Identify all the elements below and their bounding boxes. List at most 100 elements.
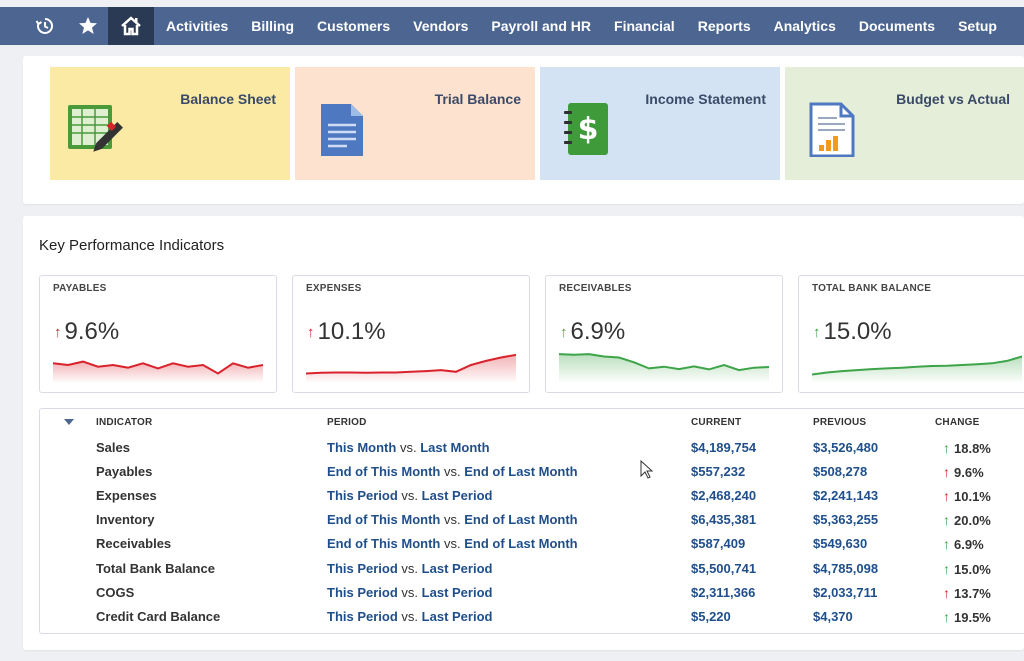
col-header-previous[interactable]: PREVIOUS [813, 417, 867, 428]
table-row[interactable]: COGS This Period vs. Last Period $2,311,36… [40, 585, 1024, 609]
period-vs: vs. [401, 584, 419, 600]
col-header-change[interactable]: CHANGE [935, 417, 980, 428]
kpi-tile-receivables[interactable]: RECEIVABLES ↑ 6.9% [545, 275, 783, 393]
period-from-link[interactable]: End of This Month [327, 464, 441, 480]
row-current-value[interactable]: $2,468,240 [691, 488, 757, 504]
nav-vendors[interactable]: Vendors [413, 18, 469, 34]
row-current-value[interactable]: $5,220 [691, 608, 731, 624]
history-icon[interactable] [22, 7, 68, 45]
period-from-link[interactable]: End of This Month [327, 536, 441, 552]
kpi-tile-label: TOTAL BANK BALANCE [812, 283, 932, 294]
home-icon[interactable] [108, 7, 154, 45]
row-period: This Month vs. Last Month [327, 440, 490, 455]
nav-reports[interactable]: Reports [697, 18, 751, 34]
period-from-link[interactable]: This Period [327, 488, 398, 504]
period-from-link[interactable]: End of This Month [327, 512, 441, 528]
row-change-percent: 18.8% [954, 441, 991, 456]
kpi-tile-value: ↑ 6.9% [560, 318, 625, 346]
report-title-budget-vs-actual[interactable]: Budget vs Actual [896, 91, 1010, 107]
period-vs: vs. [444, 536, 461, 552]
row-previous-value[interactable]: $4,785,098 [813, 560, 879, 576]
sparkline-line [306, 353, 516, 375]
arrow-up-icon: ↑ [943, 512, 950, 529]
kpi-tile-value: ↑ 9.6% [54, 318, 119, 346]
col-header-period[interactable]: PERIOD [327, 417, 367, 428]
row-current-value[interactable]: $557,232 [691, 464, 746, 480]
nav-activities[interactable]: Activities [166, 18, 229, 34]
period-to-link[interactable]: End of Last Month [464, 512, 578, 528]
period-vs: vs. [444, 512, 461, 528]
arrow-up-icon: ↑ [943, 464, 950, 481]
row-previous-value[interactable]: $4,370 [813, 608, 853, 624]
row-period: End of This Month vs. End of Last Month [327, 512, 578, 527]
row-change-percent: 20.0% [954, 513, 991, 529]
document-icon [321, 101, 365, 162]
kpi-panel: Key Performance Indicators PAYABLES ↑ 9.6… [23, 216, 1024, 650]
nav-payroll-and-hr[interactable]: Payroll and HR [491, 18, 592, 34]
row-current-value[interactable]: $2,311,366 [691, 584, 756, 600]
star-icon[interactable] [68, 7, 108, 45]
table-row[interactable]: Expenses This Period vs. Last Period $2,46… [40, 488, 1024, 512]
period-from-link[interactable]: This Month [327, 440, 397, 455]
kpi-tile-label: RECEIVABLES [559, 283, 632, 294]
period-from-link[interactable]: This Period [327, 608, 398, 624]
report-title-trial-balance[interactable]: Trial Balance [434, 91, 521, 107]
row-period: This Period vs. Last Period [327, 488, 492, 503]
row-indicator: Inventory [96, 512, 155, 528]
report-card-income-statement[interactable]: $ Income Statement [540, 67, 780, 180]
table-row[interactable]: Total Bank Balance This Period vs. Last P… [40, 561, 1024, 585]
row-current-value[interactable]: $4,189,754 [691, 440, 757, 455]
arrow-up-icon: ↑ [560, 323, 568, 341]
period-vs: vs. [401, 488, 419, 504]
row-change: ↑ 19.5% [943, 609, 991, 625]
period-to-link[interactable]: Last Month [420, 440, 490, 455]
period-to-link[interactable]: Last Period [421, 560, 493, 576]
sparkline-expenses [306, 353, 516, 382]
table-row[interactable]: Inventory End of This Month vs. End of La… [40, 512, 1024, 536]
table-row[interactable]: Receivables End of This Month vs. End of … [40, 536, 1024, 560]
row-current-value[interactable]: $5,500,741 [691, 560, 757, 576]
nav-analytics[interactable]: Analytics [773, 18, 836, 34]
period-to-link[interactable]: Last Period [421, 584, 493, 600]
row-previous-value[interactable]: $3,526,480 [813, 440, 879, 455]
row-current-value[interactable]: $587,409 [691, 536, 746, 552]
sparkline-area [306, 354, 516, 382]
kpi-tile-value: ↑ 10.1% [307, 318, 386, 346]
arrow-up-icon: ↑ [943, 584, 950, 601]
period-to-link[interactable]: Last Period [421, 608, 493, 624]
period-from-link[interactable]: This Period [327, 584, 398, 600]
kpi-tile-total-bank-balance[interactable]: TOTAL BANK BALANCE ↑ 15.0% [798, 275, 1024, 393]
table-row[interactable]: Sales This Month vs. Last Month $4,189,754… [40, 440, 1024, 464]
report-card-trial-balance[interactable]: Trial Balance [295, 67, 535, 180]
table-row[interactable]: Payables End of This Month vs. End of Las… [40, 464, 1024, 488]
row-previous-value[interactable]: $2,241,143 [813, 488, 879, 504]
nav-financial[interactable]: Financial [614, 18, 675, 34]
report-title-balance-sheet[interactable]: Balance Sheet [180, 91, 276, 107]
period-vs: vs. [401, 560, 419, 576]
period-from-link[interactable]: This Period [327, 560, 398, 576]
col-header-indicator[interactable]: INDICATOR [96, 417, 153, 428]
period-to-link[interactable]: End of Last Month [464, 464, 578, 480]
period-to-link[interactable]: End of Last Month [464, 536, 578, 552]
nav-documents[interactable]: Documents [858, 18, 936, 34]
row-current-value[interactable]: $6,435,381 [691, 512, 757, 528]
nav-billing[interactable]: Billing [251, 18, 295, 34]
report-card-budget-vs-actual[interactable]: Budget vs Actual [785, 67, 1024, 180]
table-row[interactable]: Credit Card Balance This Period vs. Last … [40, 609, 1024, 633]
nav-setup[interactable]: Setup [958, 18, 997, 34]
row-previous-value[interactable]: $508,278 [813, 464, 868, 480]
row-indicator: COGS [96, 584, 135, 600]
kpi-tile-expenses[interactable]: EXPENSES ↑ 10.1% [292, 275, 530, 393]
row-change-percent: 13.7% [954, 585, 991, 601]
nav-customers[interactable]: Customers [317, 18, 391, 34]
kpi-tile-payables[interactable]: PAYABLES ↑ 9.6% [39, 275, 277, 393]
row-previous-value[interactable]: $549,630 [813, 536, 868, 552]
row-period: End of This Month vs. End of Last Month [327, 536, 578, 551]
row-previous-value[interactable]: $5,363,255 [813, 512, 879, 528]
report-card-balance-sheet[interactable]: Balance Sheet [50, 67, 290, 180]
report-title-income-statement[interactable]: Income Statement [645, 91, 766, 107]
collapse-caret-icon[interactable] [64, 419, 74, 425]
period-to-link[interactable]: Last Period [421, 488, 493, 504]
row-previous-value[interactable]: $2,033,711 [813, 584, 878, 600]
col-header-current[interactable]: CURRENT [691, 417, 742, 428]
